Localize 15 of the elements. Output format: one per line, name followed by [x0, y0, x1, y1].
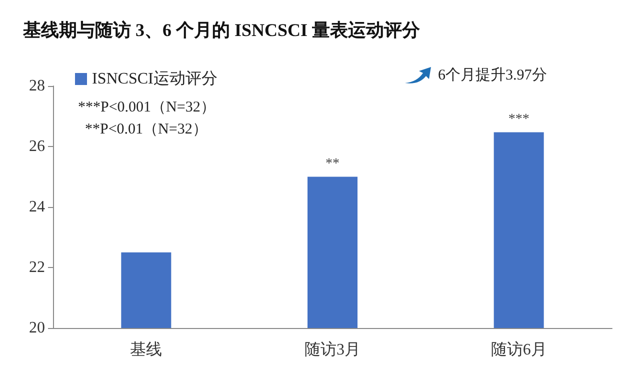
legend-label: ISNCSCI运动评分 [92, 70, 218, 88]
y-tick-label: 20 [29, 320, 45, 336]
annotation: **P<0.01（N=32） [85, 122, 208, 138]
chart-title: 基线期与随访 3、6 个月的 ISNCSCI 量表运动评分 [22, 20, 422, 40]
x-tick-label: 随访3月 [304, 340, 360, 358]
y-tick-label: 24 [29, 198, 45, 216]
y-tick-label: 26 [29, 138, 45, 155]
y-tick-label: 22 [29, 259, 45, 276]
annotation: ** [326, 156, 340, 172]
y-tick-label: 28 [29, 78, 45, 94]
text: 6个月提升3.97分 [438, 66, 547, 84]
annotation: ***P<0.001（N=32） [78, 100, 216, 116]
x-tick-label: 随访6月 [490, 340, 547, 358]
annotation: *** [508, 112, 530, 127]
x-tick-label: 基线 [130, 340, 162, 358]
